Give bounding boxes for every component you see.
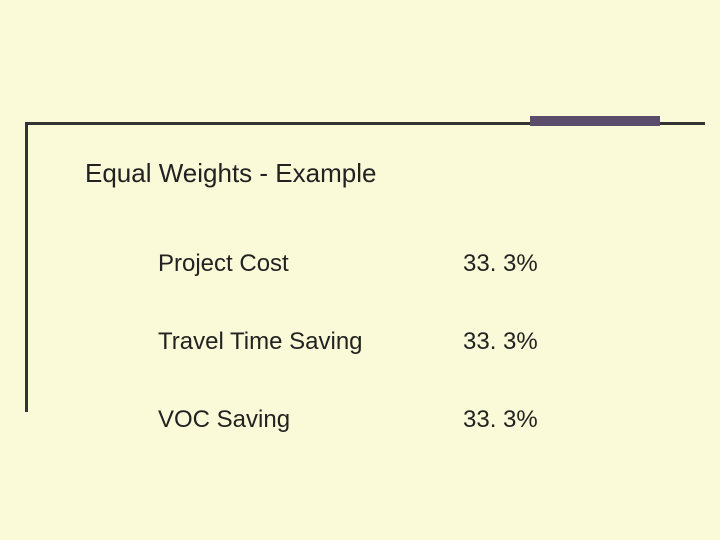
row-label: Travel Time Saving [158,328,463,356]
row-label: VOC Saving [158,406,463,434]
slide-title: Equal Weights - Example [85,158,376,189]
row-label: Project Cost [158,250,463,278]
table-row: VOC Saving 33. 3% [158,381,583,459]
row-value: 33. 3% [463,406,583,434]
row-value: 33. 3% [463,328,583,356]
horizontal-rule-accent [530,116,660,126]
row-value: 33. 3% [463,250,583,278]
weights-table: Project Cost 33. 3% Travel Time Saving 3… [158,225,583,459]
table-row: Travel Time Saving 33. 3% [158,303,583,381]
vertical-rule-left [25,122,28,412]
table-row: Project Cost 33. 3% [158,225,583,303]
slide: Equal Weights - Example Project Cost 33.… [0,0,720,540]
